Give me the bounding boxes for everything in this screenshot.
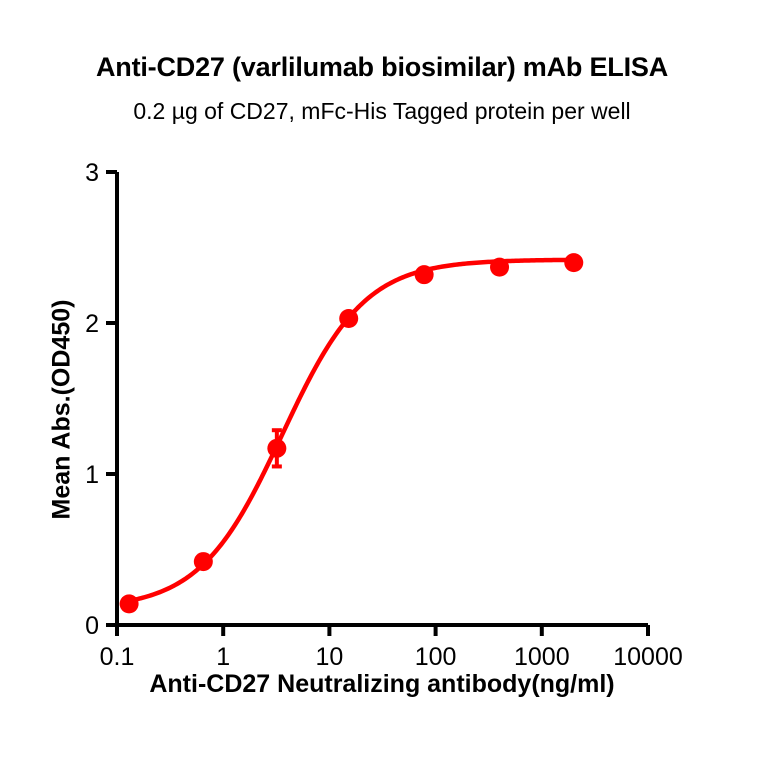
x-tick-label: 10000 xyxy=(613,643,683,671)
y-axis-label: Mean Abs.(OD450) xyxy=(47,299,76,520)
x-tick-label: 1 xyxy=(216,643,230,671)
y-tick-label: 3 xyxy=(85,159,99,187)
data-point-marker xyxy=(414,265,434,285)
y-tick-label: 1 xyxy=(85,461,99,489)
x-tick-label: 10 xyxy=(315,643,343,671)
x-tick-label: 0.1 xyxy=(100,643,135,671)
data-point-marker xyxy=(193,552,213,572)
chart-title: Anti-CD27 (varlilumab biosimilar) mAb EL… xyxy=(96,52,668,82)
data-point-marker xyxy=(490,257,510,277)
data-point-marker xyxy=(267,438,287,458)
data-point-marker xyxy=(339,308,359,328)
x-axis-label: Anti-CD27 Neutralizing antibody(ng/ml) xyxy=(149,670,615,698)
y-tick-label: 2 xyxy=(85,310,99,338)
y-tick-label: 0 xyxy=(85,612,99,640)
data-point-marker xyxy=(119,594,139,614)
x-tick-label: 100 xyxy=(415,643,457,671)
chart-subtitle: 0.2 µg of CD27, mFc-His Tagged protein p… xyxy=(133,98,631,124)
x-tick-label: 1000 xyxy=(514,643,570,671)
data-point-marker xyxy=(564,253,584,273)
